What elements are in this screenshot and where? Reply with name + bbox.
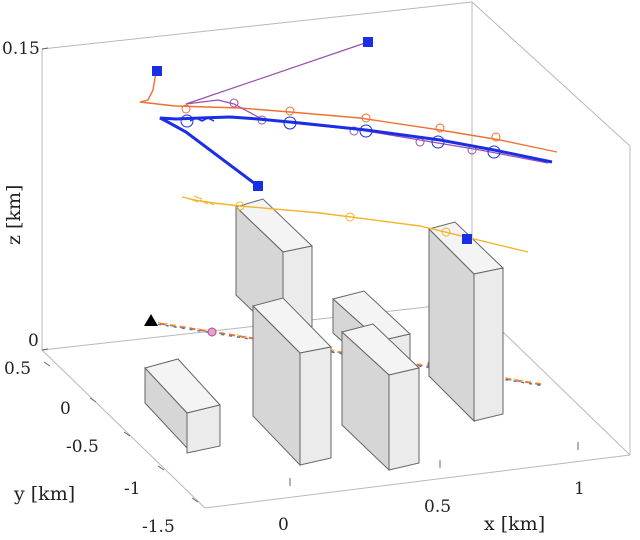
axis-box [41,1,631,509]
y-axis-label: y [km] [13,483,75,505]
series-orange [139,71,558,153]
building-5 [252,297,333,467]
x-tick-2: 1 [574,479,585,499]
z-axis-label: z [km] [3,185,25,245]
tick-marks [41,47,579,503]
y-tick-3: -1 [124,479,141,499]
series-purple [185,41,549,164]
building-1 [144,358,221,454]
z-tick-1: 0.15 [2,39,40,59]
y-tick-4: -1.5 [142,517,175,537]
goal-square-marker [363,37,373,47]
z-tick-0: 0 [28,331,39,351]
y-tick-1: 0 [60,399,71,419]
buildings [144,198,505,472]
building-4 [428,221,505,423]
series-yellow [181,195,529,253]
x-axis-label: x [km] [484,513,545,535]
goal-square-marker [253,181,263,191]
x-tick-1: 0.5 [424,497,451,517]
y-tick-0: 0.5 [4,359,31,379]
building-6 [340,323,421,472]
series-blue [159,114,553,188]
goal-square-marker [152,66,162,76]
x-tick-0: 0 [278,515,289,535]
goal-square-marker [462,234,472,244]
ground-marker [207,327,217,337]
y-tick-2: -0.5 [66,437,99,457]
start-triangle-marker [144,314,158,326]
goal-markers [152,37,472,244]
